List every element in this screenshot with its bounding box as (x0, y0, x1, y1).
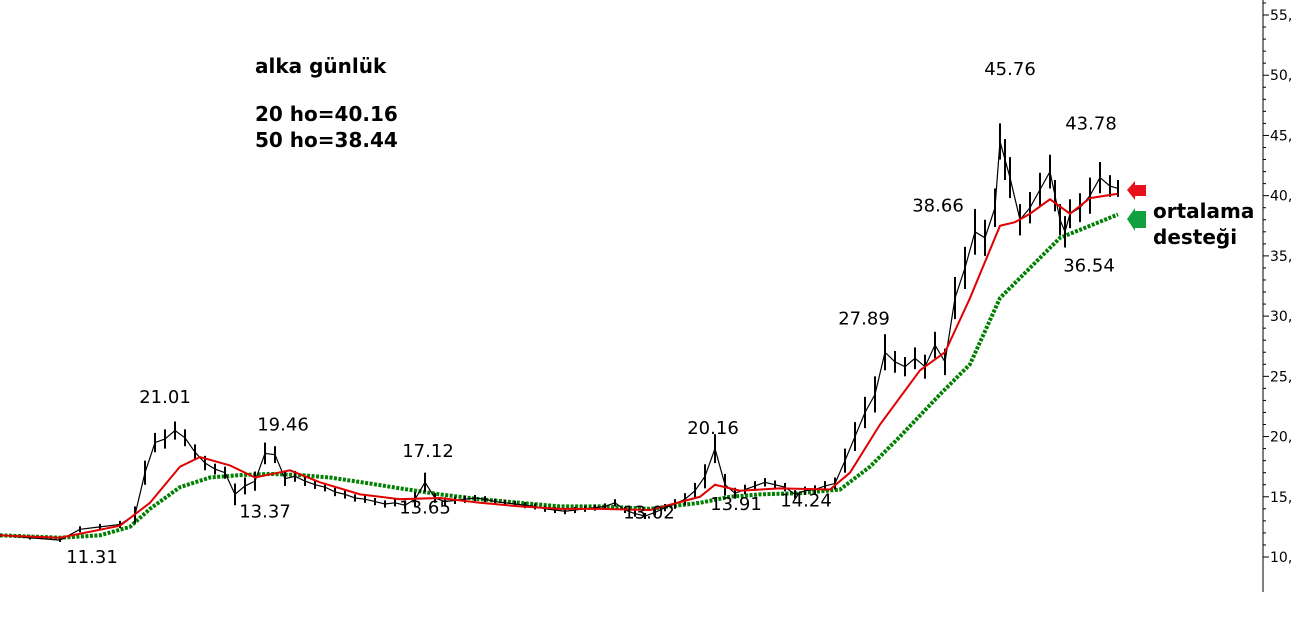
price-annotation: 13.91 (710, 494, 762, 515)
support-note-line2: desteği (1153, 225, 1238, 249)
price-line (0, 141, 1119, 541)
arrow-group (1127, 181, 1146, 231)
price-annotations: 11.31 21.01 13.37 19.46 13.65 17.12 13.02 20.16… (66, 59, 1117, 568)
price-annotation: 14.24 (780, 490, 832, 511)
y-tick-label: 20, (1270, 430, 1292, 446)
y-tick-label: 45, (1270, 128, 1292, 144)
y-tick-label: 25, (1270, 369, 1292, 385)
support-note: ortalama desteği (1153, 198, 1254, 250)
price-annotation: 27.89 (838, 309, 890, 330)
y-tick-label: 10, (1270, 550, 1292, 566)
green-arrow-icon (1127, 208, 1146, 231)
price-annotation: 38.66 (912, 195, 964, 216)
ma50-label: 50 ho=38.44 (255, 128, 398, 152)
y-tick-label: 35, (1270, 249, 1292, 265)
ma50-line (0, 212, 1119, 540)
price-annotation: 36.54 (1063, 256, 1115, 277)
price-annotation: 43.78 (1065, 113, 1117, 134)
price-annotation: 13.65 (399, 498, 451, 519)
y-tick-label: 50, (1270, 68, 1292, 84)
y-tick-label: 55, (1270, 8, 1292, 24)
price-annotation: 21.01 (139, 387, 191, 408)
price-annotation: 20.16 (687, 418, 739, 439)
y-axis-ticks: 10, 15, 20, 25, 30, 35, 40, 45, 50, 55, (1263, 2, 1292, 566)
ma20-series (0, 192, 1119, 539)
price-annotation: 11.31 (66, 547, 118, 568)
price-annotation: 45.76 (984, 59, 1036, 80)
ma20-line (0, 192, 1119, 539)
y-tick-label: 30, (1270, 309, 1292, 325)
red-arrow-icon (1127, 181, 1146, 200)
price-annotation: 19.46 (257, 415, 309, 436)
price-annotation: 13.37 (239, 501, 291, 522)
price-annotation: 13.02 (623, 502, 675, 523)
y-tick-label: 40, (1270, 189, 1292, 205)
y-tick-label: 15, (1270, 490, 1292, 506)
support-note-line1: ortalama (1153, 199, 1255, 223)
price-series (0, 123, 1119, 542)
ma50-series (0, 212, 1119, 540)
ma20-label: 20 ho=40.16 (255, 102, 398, 126)
chart-title: alka günlük (255, 54, 387, 78)
price-annotation: 17.12 (402, 441, 454, 462)
